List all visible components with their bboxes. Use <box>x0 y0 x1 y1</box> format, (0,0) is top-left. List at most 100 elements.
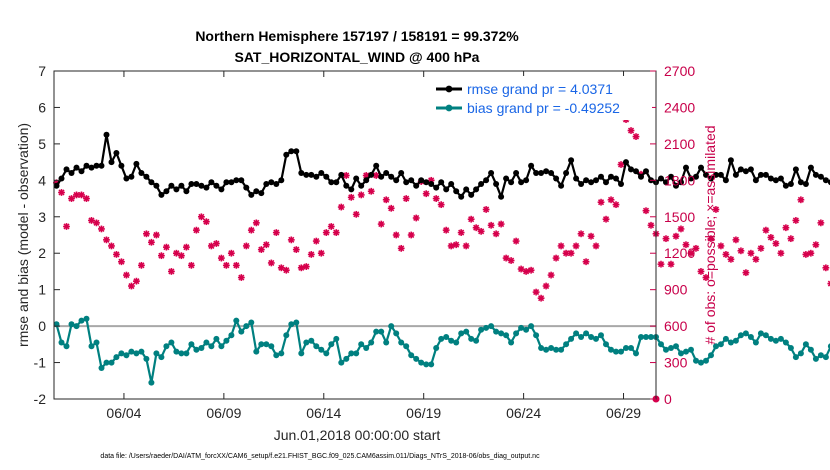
possible-marker <box>347 193 355 201</box>
rmse-point <box>797 179 804 186</box>
bias-point <box>443 334 450 340</box>
bias-point <box>468 335 475 342</box>
possible-marker <box>83 195 90 202</box>
possible-marker <box>118 258 125 266</box>
possible-marker <box>272 229 280 236</box>
y2-tick-label: 2100 <box>664 136 695 152</box>
possible-marker <box>552 254 560 262</box>
rmse-point <box>508 179 515 186</box>
possible-marker <box>222 261 230 269</box>
possible-marker <box>487 221 495 229</box>
rmse-point <box>198 182 205 189</box>
y2-axis-label: # of obs: o=possible; ×=assimilated <box>702 125 718 344</box>
bias-point <box>423 361 430 368</box>
rmse-point <box>543 168 550 175</box>
bias-point <box>618 348 624 355</box>
possible-marker <box>432 195 440 202</box>
rmse-point <box>742 168 749 175</box>
bias-point <box>643 334 649 340</box>
rmse-point <box>88 164 95 171</box>
rmse-point <box>433 184 440 191</box>
rmse-point <box>353 175 360 182</box>
rmse-point <box>93 162 100 169</box>
possible-marker <box>163 243 170 251</box>
y-tick-label: 4 <box>38 172 46 188</box>
bias-point <box>143 355 150 362</box>
rmse-point <box>573 175 580 182</box>
rmse-point <box>713 171 719 178</box>
bias-point <box>752 339 759 346</box>
possible-marker <box>722 251 730 258</box>
rmse-point <box>343 182 350 189</box>
x-tick-label: 06/04 <box>106 405 141 421</box>
possible-marker <box>187 261 195 269</box>
bias-point <box>767 335 774 342</box>
possible-marker <box>807 249 815 257</box>
possible-marker <box>123 271 130 279</box>
bias-point <box>563 341 570 348</box>
y-tick-label: 7 <box>38 63 46 79</box>
rmse-point <box>553 175 560 182</box>
possible-marker <box>687 249 695 257</box>
rmse-point <box>178 182 185 189</box>
possible-marker <box>128 282 135 290</box>
bias-point <box>478 326 485 333</box>
x-tick-label: 06/09 <box>206 405 241 421</box>
rmse-point <box>423 179 430 186</box>
y-tick-label: 2 <box>38 245 46 261</box>
bias-point <box>698 359 704 366</box>
possible-marker <box>707 235 715 243</box>
bias-point <box>293 319 300 326</box>
rmse-point <box>413 182 420 189</box>
bias-point <box>827 343 830 350</box>
bias-point <box>777 335 784 342</box>
bias-point <box>398 339 405 346</box>
rmse-point <box>228 179 235 186</box>
rmse-point <box>273 181 280 187</box>
rmse-point <box>817 173 824 180</box>
rmse-point <box>158 191 165 198</box>
bias-point <box>802 341 809 348</box>
rmse-point <box>548 170 555 176</box>
bias-point <box>503 332 510 339</box>
bias-point <box>353 350 360 357</box>
possible-marker <box>512 237 520 245</box>
rmse-point <box>792 166 799 173</box>
possible-marker <box>492 230 500 238</box>
possible-marker <box>237 274 245 281</box>
y-tick-label: 0 <box>38 318 46 334</box>
possible-marker <box>182 243 190 251</box>
possible-marker <box>627 127 635 134</box>
y2-tick-label: 2700 <box>664 63 695 79</box>
possible-marker <box>407 231 415 239</box>
possible-marker <box>158 252 165 260</box>
rmse-point <box>383 170 390 176</box>
bias-point <box>253 348 260 355</box>
possible-marker <box>322 229 330 236</box>
rmse-point <box>708 175 714 182</box>
bias-point <box>663 346 669 353</box>
possible-marker <box>422 190 430 198</box>
possible-marker <box>532 288 540 296</box>
bias-point <box>708 352 714 359</box>
bias-point <box>213 335 220 342</box>
rmse-point <box>238 177 245 184</box>
possible-marker <box>762 226 770 234</box>
rmse-point <box>193 181 200 187</box>
bias-series <box>53 315 830 386</box>
bias-point <box>328 341 335 348</box>
possible-marker <box>547 271 555 279</box>
possible-marker <box>452 241 460 249</box>
bias-point <box>678 350 684 357</box>
rmse-point <box>153 182 160 189</box>
bias-point <box>408 352 415 359</box>
bias-point <box>218 343 225 350</box>
possible-marker <box>607 196 615 204</box>
bias-point <box>203 339 210 346</box>
rmse-point <box>68 170 75 176</box>
rmse-point <box>103 131 110 138</box>
possible-marker <box>412 214 420 222</box>
possible-marker <box>138 261 145 269</box>
rmse-point <box>673 182 679 189</box>
rmse-point <box>623 159 629 166</box>
